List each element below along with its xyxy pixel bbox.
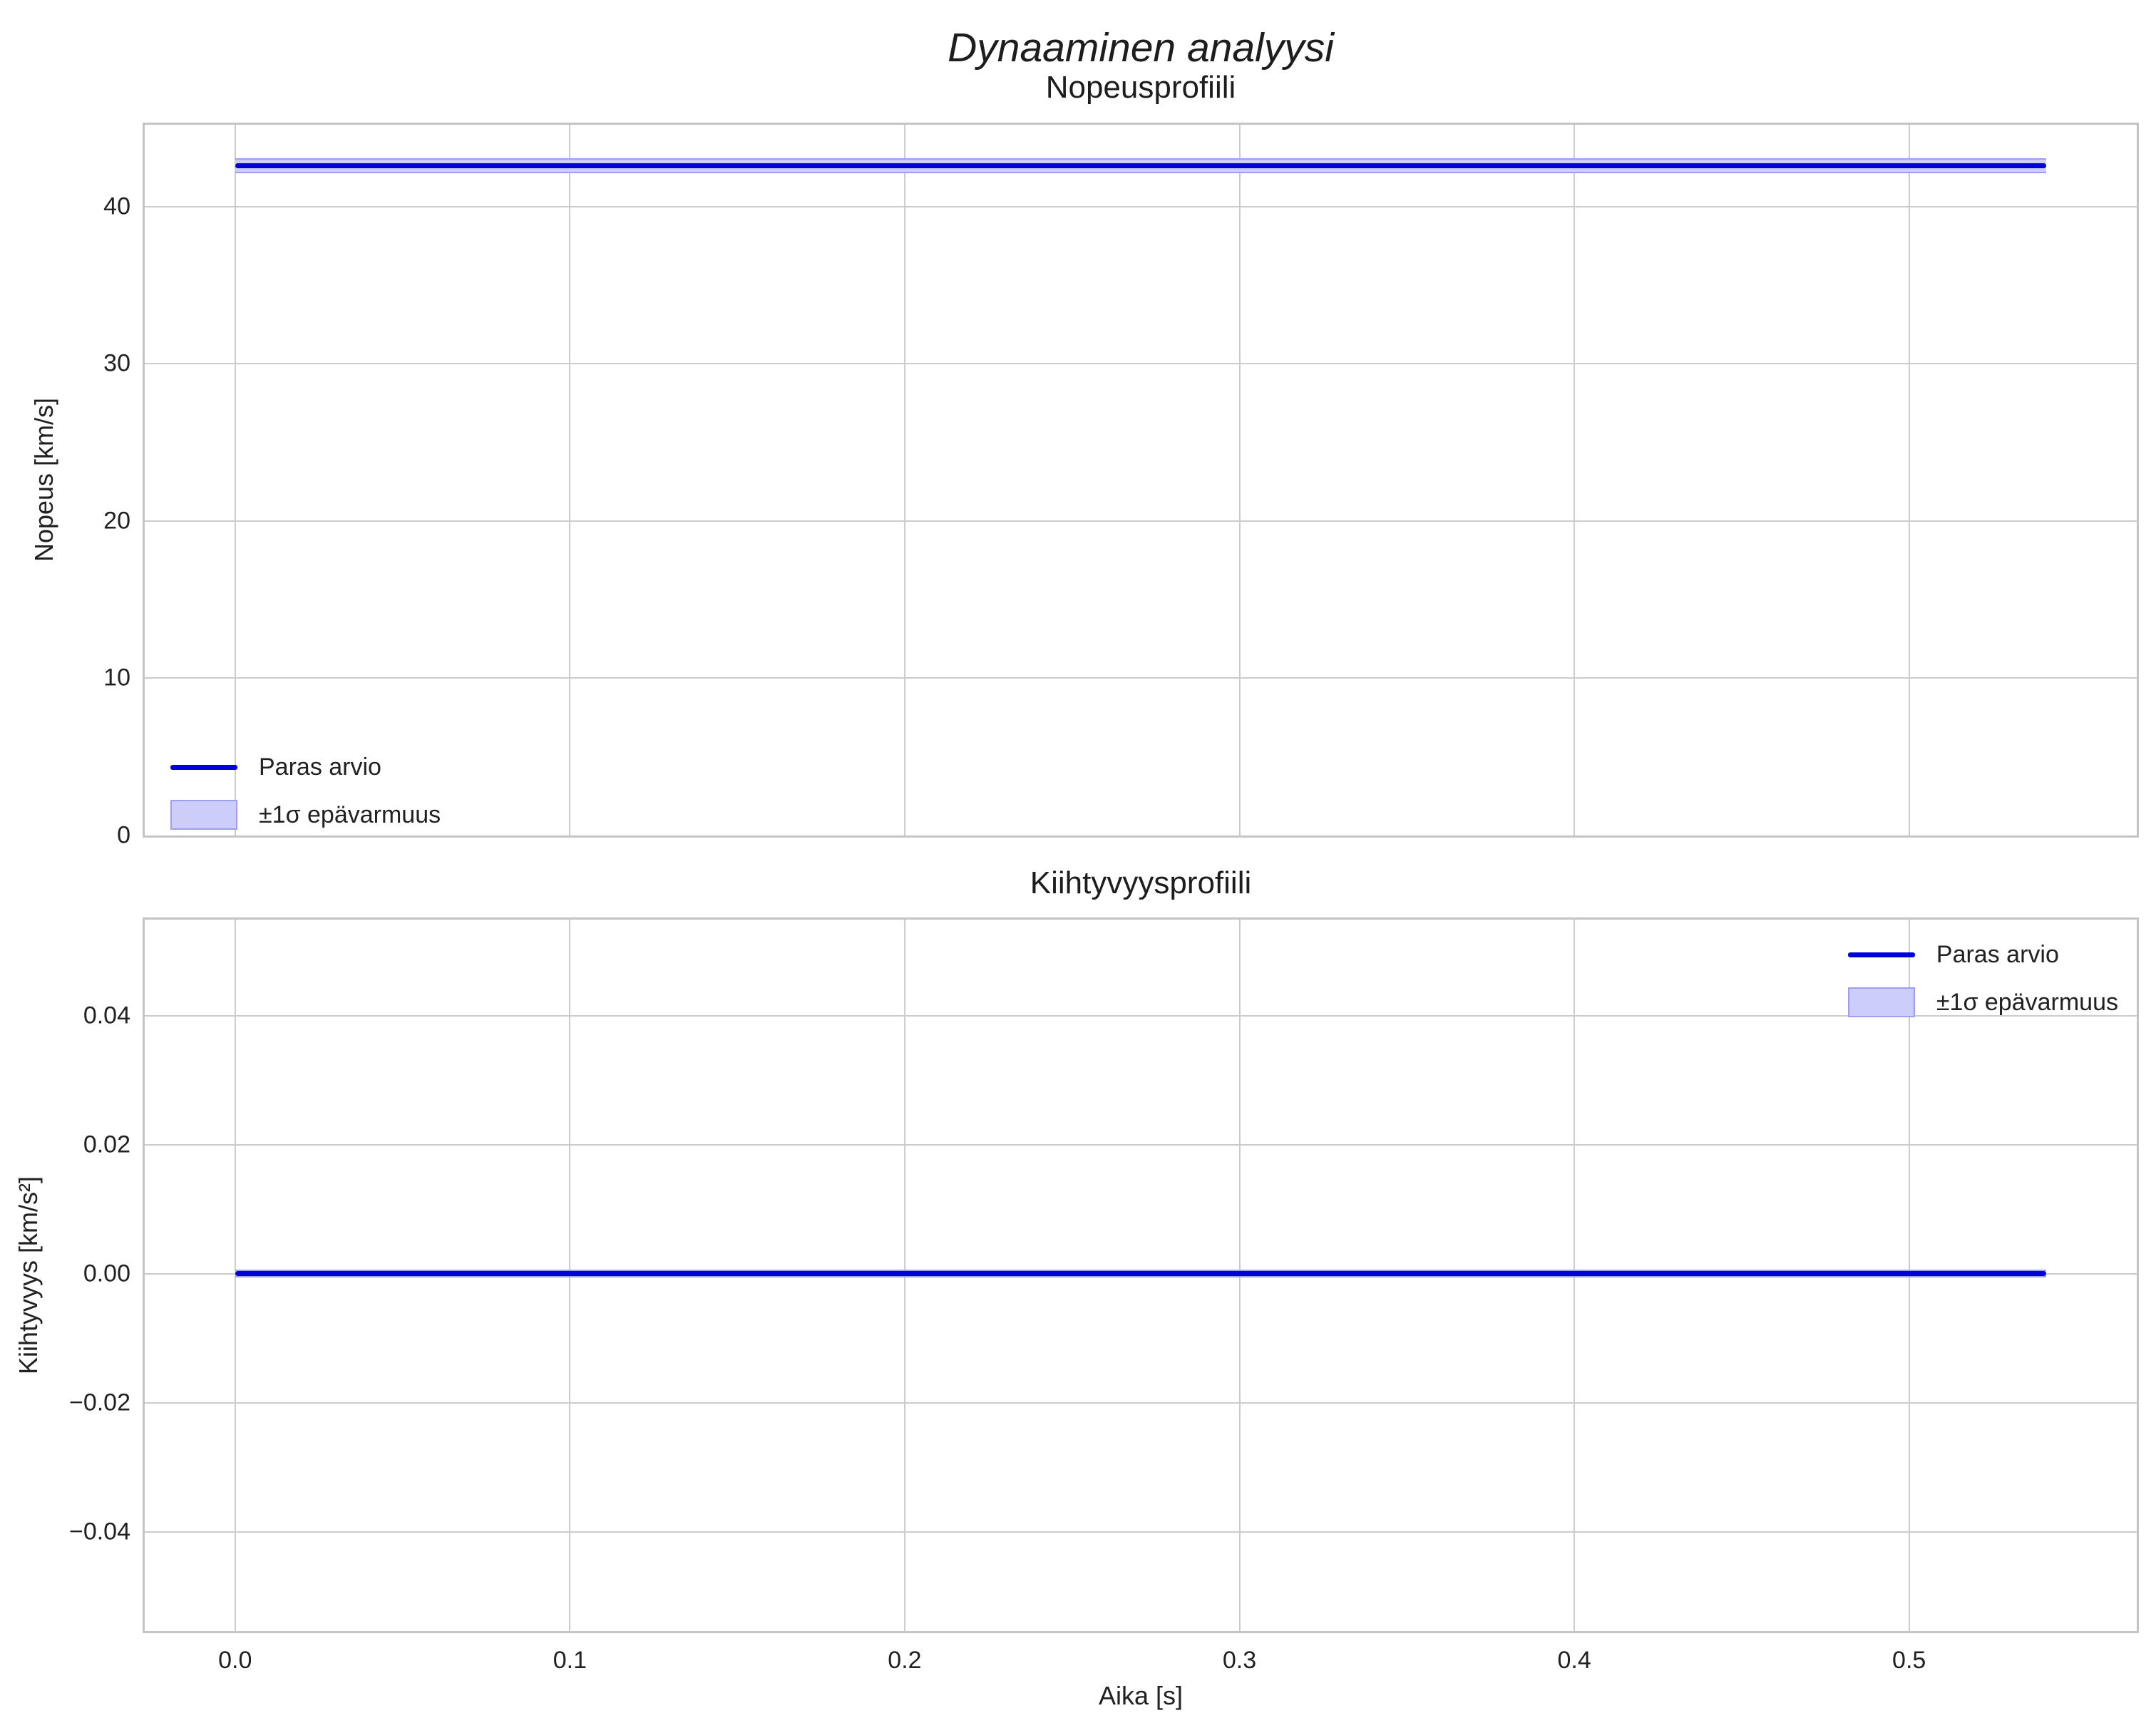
legend-line-sample xyxy=(1847,952,1915,957)
legend-label: ±1σ epävarmuus xyxy=(259,801,441,828)
legend-label: Paras arvio xyxy=(259,754,381,781)
legend-label: ±1σ epävarmuus xyxy=(1936,988,2118,1016)
y-gridline xyxy=(145,363,2137,365)
velocity-y-axis-label: Nopeus [km/s] xyxy=(29,397,58,562)
y-gridline xyxy=(145,677,2137,679)
x-gridline xyxy=(569,125,571,835)
legend-entry-uncertainty: ±1σ epävarmuus xyxy=(170,800,441,830)
y-tick-label: 0.00 xyxy=(83,1260,130,1287)
y-gridline xyxy=(145,1143,2137,1146)
y-gridline xyxy=(145,1014,2137,1017)
x-tick-label: 0.2 xyxy=(888,1647,922,1674)
y-tick-label: 20 xyxy=(103,507,130,535)
acceleration-chart-title: Kiihtyvyysprofiili xyxy=(1030,865,1252,900)
y-tick-label: 30 xyxy=(103,349,130,377)
x-gridline xyxy=(1238,125,1241,835)
y-gridline xyxy=(145,1531,2137,1533)
acceleration-legend: Paras arvio ±1σ epävarmuus xyxy=(1847,941,2118,1017)
x-gridline xyxy=(1574,125,1576,835)
best-estimate-line xyxy=(235,1271,2047,1277)
velocity-legend: Paras arvio ±1σ epävarmuus xyxy=(170,754,441,830)
x-gridline xyxy=(234,125,236,835)
y-tick-label: 10 xyxy=(103,664,130,691)
y-tick-label: −0.04 xyxy=(68,1518,130,1546)
y-gridline xyxy=(145,205,2137,207)
y-tick-label: 0.02 xyxy=(83,1131,130,1158)
x-tick-label: 0.3 xyxy=(1222,1647,1257,1674)
best-estimate-line xyxy=(235,163,2047,168)
y-tick-label: 0.04 xyxy=(83,1002,130,1029)
velocity-chart-title: Nopeusprofiili xyxy=(1045,70,1236,105)
y-tick-label: −0.02 xyxy=(68,1389,130,1416)
x-gridline xyxy=(1908,125,1910,835)
y-tick-label: 40 xyxy=(103,192,130,220)
legend-line-sample xyxy=(170,765,237,770)
x-gridline xyxy=(903,125,905,835)
legend-patch-sample xyxy=(1847,987,1915,1017)
x-tick-label: 0.0 xyxy=(218,1647,252,1674)
legend-entry-best-estimate: Paras arvio xyxy=(170,754,441,781)
acceleration-plot-area: 0.0 0.1 0.2 0.3 0.4 0.5 −0.04 −0.02 0.00 0.02 0.04… xyxy=(69,917,2139,1674)
x-tick-label: 0.4 xyxy=(1557,1647,1591,1674)
y-gridline xyxy=(145,1402,2137,1404)
figure-title: Dynaaminen analyysi xyxy=(948,25,1334,71)
x-tick-label: 0.5 xyxy=(1892,1647,1926,1674)
x-axis-label: Aika [s] xyxy=(1098,1681,1184,1710)
y-gridline xyxy=(145,520,2137,522)
legend-entry-best-estimate: Paras arvio xyxy=(1847,941,2118,969)
velocity-plot-area: 0 10 20 30 40 Paras arvio ±1σ epävarmuus xyxy=(103,123,2139,849)
y-tick-label: 0 xyxy=(117,821,130,849)
acceleration-y-axis-label: Kiihtyvyys [km/s²] xyxy=(14,1176,43,1375)
legend-patch-sample xyxy=(170,800,237,830)
x-tick-label: 0.1 xyxy=(553,1647,587,1674)
legend-entry-uncertainty: ±1σ epävarmuus xyxy=(1847,987,2118,1017)
legend-label: Paras arvio xyxy=(1936,941,2059,968)
